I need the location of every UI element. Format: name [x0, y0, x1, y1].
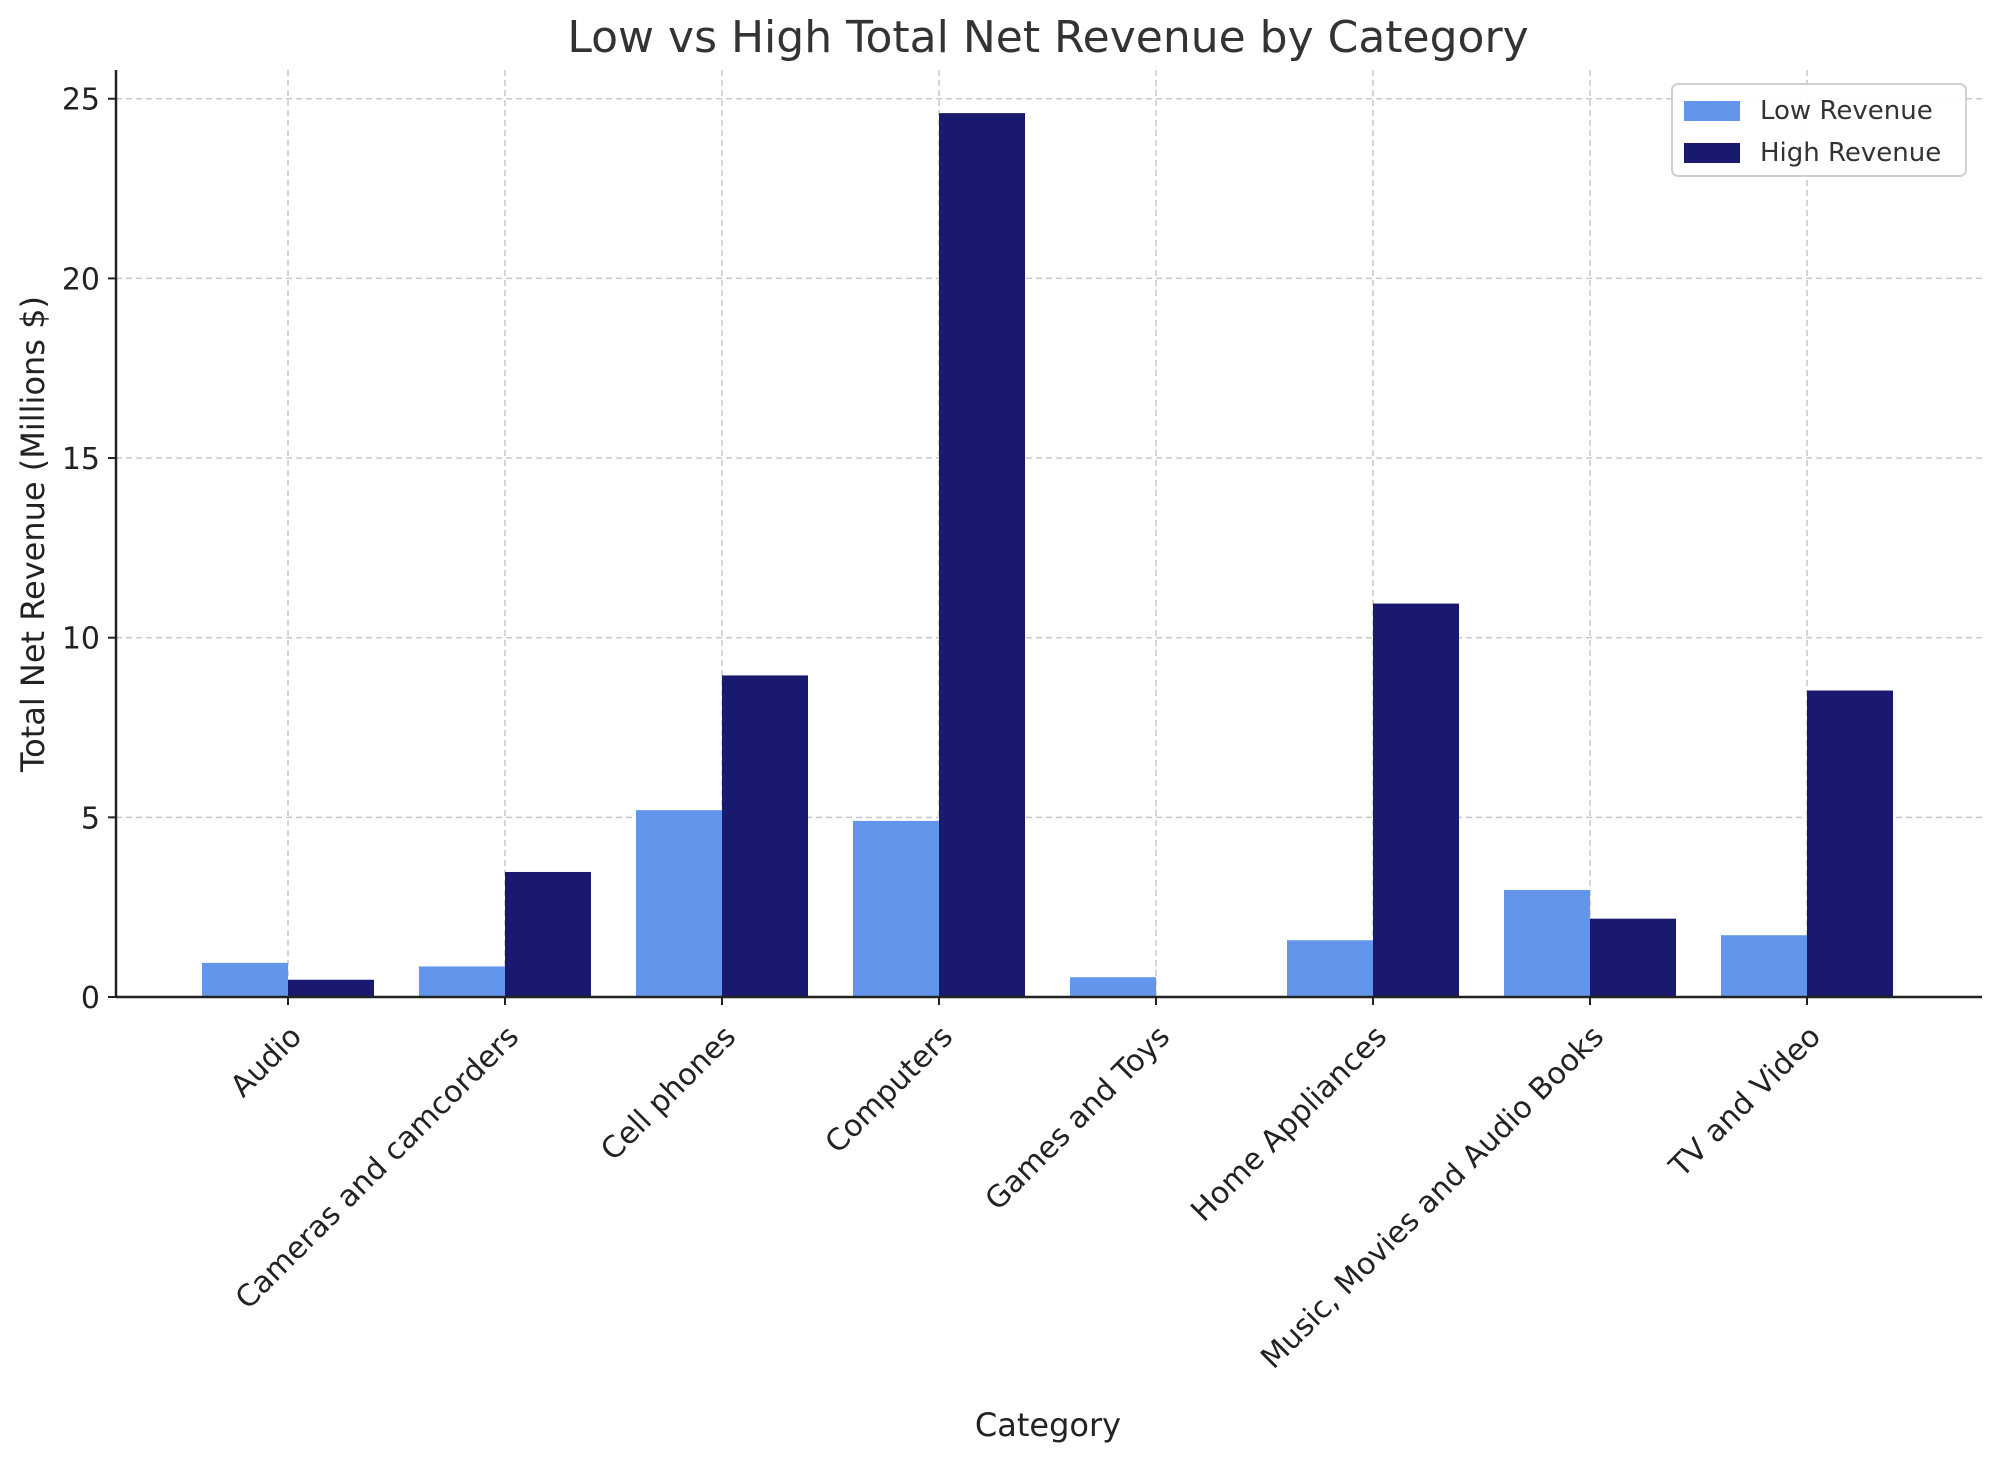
legend: Low Revenue High Revenue	[1671, 83, 1967, 177]
y-tick-label: 20	[62, 262, 100, 297]
bars-layer	[202, 113, 1893, 998]
legend-label: Low Revenue	[1760, 96, 1933, 126]
bar-low-revenue	[1504, 889, 1590, 997]
bar-low-revenue	[202, 962, 288, 997]
x-axis-label: Category	[975, 1406, 1121, 1444]
bar-low-revenue	[636, 810, 722, 997]
bar-high-revenue	[1373, 603, 1459, 997]
legend-box	[1671, 83, 1967, 177]
bar-high-revenue	[1807, 690, 1893, 997]
y-tick-labels: 0 5 10 15 20 25	[62, 83, 100, 1016]
y-tick-label: 0	[81, 981, 100, 1016]
bar-low-revenue	[1070, 977, 1156, 997]
bar-low-revenue	[1721, 935, 1807, 997]
y-axis-label: Total Net Revenue (Millions $)	[14, 296, 52, 773]
legend-swatch	[1684, 143, 1740, 163]
bar-high-revenue	[939, 113, 1025, 998]
bar-high-revenue	[722, 675, 808, 997]
bar-high-revenue	[1590, 918, 1676, 997]
y-tick-label: 10	[62, 622, 100, 657]
bar-low-revenue	[419, 966, 505, 997]
axes-layer	[108, 70, 1982, 1005]
legend-label: High Revenue	[1760, 138, 1941, 168]
bar-low-revenue	[1287, 940, 1373, 997]
y-tick-label: 5	[81, 801, 100, 836]
legend-swatch	[1684, 101, 1740, 121]
bar-high-revenue	[288, 979, 374, 997]
y-tick-label: 25	[62, 83, 100, 118]
chart-title: Low vs High Total Net Revenue by Categor…	[567, 12, 1528, 63]
bar-high-revenue	[505, 871, 591, 997]
y-tick-label: 15	[62, 442, 100, 477]
bar-low-revenue	[853, 820, 939, 997]
